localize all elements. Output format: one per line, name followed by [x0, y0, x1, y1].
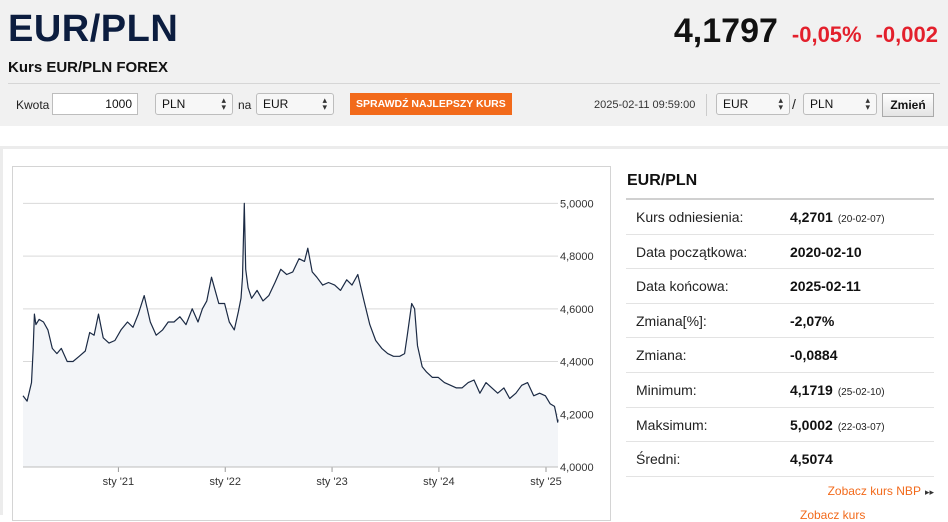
- pair-base-select[interactable]: EUR ▴ ▾: [716, 93, 790, 115]
- series-line: [22, 202, 559, 423]
- double-arrow-icon: ▸▸: [924, 487, 934, 497]
- stats-value-date: (20-02-07): [837, 214, 885, 225]
- y-tick-label: 4,6000: [560, 304, 594, 316]
- to-currency-select[interactable]: EUR ▴ ▾: [256, 93, 334, 115]
- converter-toolbar: Kwota PLN ▴▾ na EUR ▴▾ SPRAWDŹ NAJLEPSZY…: [0, 90, 948, 120]
- stats-value-date: (22-03-07): [837, 421, 885, 433]
- stats-value-text: -2,07%: [790, 312, 835, 329]
- stats-row: Zmiana: -0,0884: [626, 338, 934, 373]
- stats-value-text: 4,2701: [790, 209, 833, 225]
- stats-title: EUR/PLN: [626, 166, 934, 200]
- select-arrows-icon: ▴ ▾: [322, 95, 327, 112]
- stats-row-value: 4,5074: [790, 451, 833, 467]
- select-arrows-icon: ▴ ▾: [865, 95, 870, 112]
- stats-row: Minimum: 4,1719 (25-02-10): [626, 373, 934, 408]
- cut-off-link[interactable]: Zobacz kurs: [800, 508, 866, 522]
- stats-row: Kurs odniesienia: 4,2701 (20-02-07): [626, 200, 934, 235]
- header-divider: [8, 83, 940, 84]
- stats-row: Data końcowa: 2025-02-11: [626, 269, 934, 304]
- stats-value-text: -0,0884: [790, 347, 838, 364]
- stats-table: Kurs odniesienia: 4,2701 (20-02-07) Data po…: [626, 200, 934, 477]
- header-bar: EUR/PLN Kurs EUR/PLN FOREX 4,1797 -0,05%…: [0, 0, 948, 126]
- stats-row-label: Data początkowa:: [636, 243, 748, 260]
- toolbar-divider: [706, 94, 707, 116]
- stats-row-label: Maksimum:: [636, 416, 708, 433]
- y-tick-label: 4,4000: [560, 357, 594, 369]
- stats-row-value: 2020-02-10: [790, 244, 862, 260]
- series-area: [23, 203, 558, 467]
- x-tick-label: sty '21: [103, 476, 134, 488]
- stats-row: Średni: 4,5074: [626, 442, 934, 477]
- stats-row-label: Minimum:: [636, 381, 697, 398]
- stats-value-text: 4,1719: [790, 381, 833, 398]
- stats-value-text: 4,5074: [790, 451, 833, 468]
- stats-row-label: Kurs odniesienia:: [636, 209, 744, 225]
- select-arrows-icon: ▴ ▾: [778, 95, 783, 112]
- y-tick-label: 4,8000: [560, 251, 594, 263]
- to-currency-value: EUR: [263, 97, 289, 111]
- stats-value-text: 5,0002: [790, 416, 833, 433]
- stats-row: Data początkowa: 2020-02-10: [626, 235, 934, 270]
- stats-row: Maksimum: 5,0002 (22-03-07): [626, 408, 934, 443]
- x-tick-label: sty '23: [316, 476, 347, 488]
- amount-label: Kwota: [16, 98, 50, 112]
- stats-row-value: -2,07%: [790, 313, 834, 329]
- quote-block: 4,1797 -0,05% -0,002: [674, 12, 938, 51]
- stats-panel: EUR/PLN Kurs odniesienia: 4,2701 (20-02-07…: [626, 166, 934, 477]
- amount-input[interactable]: [52, 93, 138, 115]
- stats-value-text: 2025-02-11: [790, 278, 861, 295]
- content-panel: [0, 146, 948, 515]
- pair-title: EUR/PLN: [8, 8, 179, 50]
- current-rate: 4,1797: [673, 12, 778, 50]
- nbp-link[interactable]: Zobacz kurs NBP ▸▸: [828, 484, 934, 498]
- pair-quote-select[interactable]: PLN ▴ ▾: [803, 93, 877, 115]
- quote-timestamp: 2025-02-11 09:59:00: [594, 99, 696, 111]
- nbp-link-label: Zobacz kurs NBP: [827, 484, 921, 498]
- stats-row: Zmiana[%]: -2,07%: [626, 304, 934, 339]
- pair-base-value: EUR: [723, 97, 749, 111]
- stats-row-value: -0,0884: [790, 347, 837, 363]
- change-percent: -0,05%: [791, 22, 862, 47]
- stats-row-label: Zmiana[%]:: [636, 312, 707, 329]
- stats-row-value: 4,2701 (20-02-07): [790, 209, 885, 225]
- rate-chart: 4,0000 4,2000 4,4000 4,6000 4,8000 5,0000 sty …: [22, 198, 594, 488]
- stats-value-date: (25-02-10): [837, 386, 885, 398]
- pair-quote-value: PLN: [810, 97, 834, 111]
- x-tick-label: sty '25: [530, 476, 561, 488]
- x-tick-label: sty '24: [423, 476, 454, 488]
- stats-row-label: Data końcowa:: [636, 278, 729, 295]
- y-tick-label: 4,0000: [560, 462, 594, 474]
- from-currency-select[interactable]: PLN ▴ ▾: [155, 93, 233, 115]
- y-tick-label: 5,0000: [560, 198, 594, 210]
- stats-row-label: Zmiana:: [636, 347, 687, 364]
- from-currency-value: PLN: [162, 97, 186, 111]
- change-pair-button[interactable]: Zmień: [882, 93, 934, 117]
- change-absolute: -0,002: [875, 22, 938, 47]
- stats-row-value: 2025-02-11: [790, 278, 861, 294]
- stats-row-value: 4,1719 (25-02-10): [790, 382, 885, 398]
- chart-container: 4,0000 4,2000 4,4000 4,6000 4,8000 5,0000 sty …: [12, 166, 611, 521]
- stats-value-text: 2020-02-10: [790, 243, 862, 260]
- x-tick-label: sty '22: [210, 476, 241, 488]
- page-subtitle: Kurs EUR/PLN FOREX: [8, 59, 169, 76]
- pair-separator: /: [792, 96, 796, 112]
- y-tick-label: 4,2000: [560, 409, 594, 421]
- select-arrows-icon: ▴ ▾: [221, 95, 226, 112]
- best-rate-button[interactable]: SPRAWDŹ NAJLEPSZY KURS: [350, 93, 512, 115]
- stats-row-value: 5,0002 (22-03-07): [790, 417, 885, 433]
- stats-row-label: Średni:: [636, 451, 681, 468]
- na-label: na: [238, 98, 252, 112]
